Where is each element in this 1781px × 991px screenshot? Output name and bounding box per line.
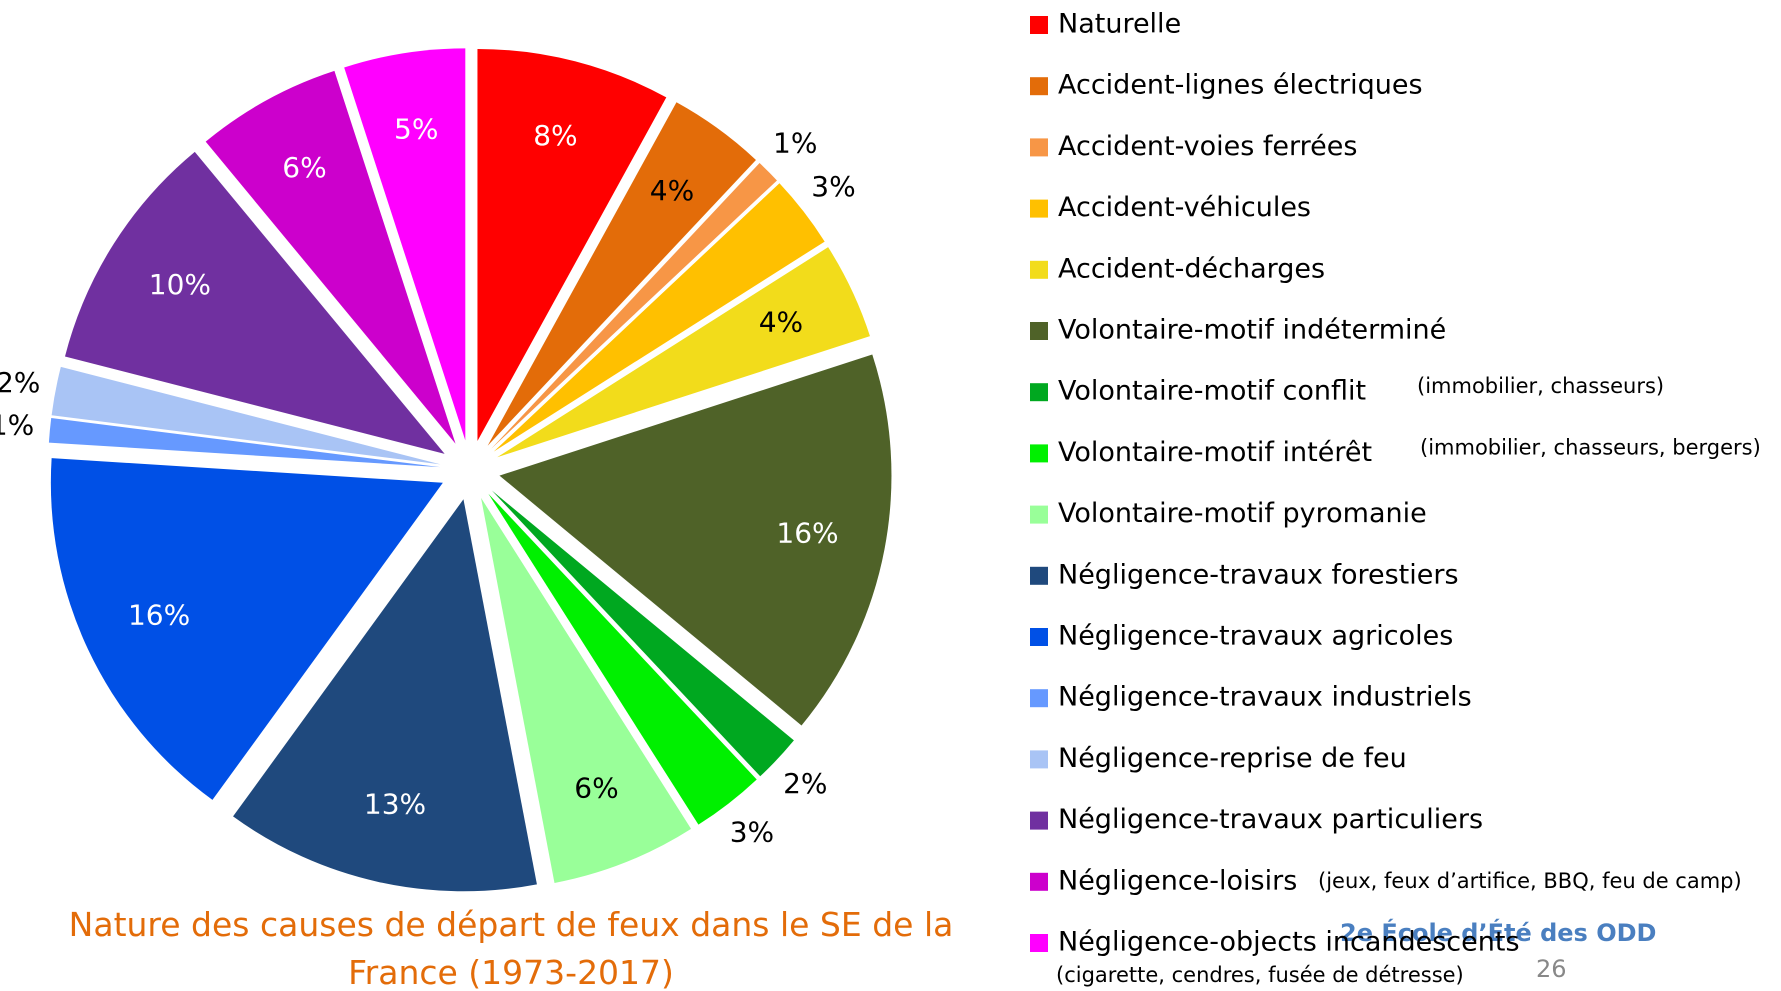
data-label: 10% [149, 268, 211, 301]
legend-swatch [1030, 16, 1048, 34]
data-label: 1% [773, 127, 817, 160]
pie-slice [499, 354, 892, 726]
legend-note: (immobilier, chasseurs) [1417, 374, 1664, 398]
data-label: 13% [364, 787, 426, 820]
legend-label: Négligence-travaux agricoles [1058, 621, 1453, 652]
legend-label: Volontaire-motif indéterminé [1058, 315, 1446, 346]
legend-label: Volontaire-motif pyromanie [1058, 498, 1427, 529]
legend-swatch [1030, 566, 1048, 585]
legend-label: Négligence-objects incandescents [1058, 927, 1520, 958]
data-label: 5% [394, 113, 438, 146]
legend-label: Volontaire-motif intérêt [1058, 437, 1372, 468]
legend-label: Négligence-travaux particuliers [1058, 804, 1483, 835]
legend-swatch [1030, 444, 1048, 463]
data-label: 8% [533, 119, 577, 152]
data-label: 3% [730, 815, 774, 848]
data-label: 2% [0, 366, 40, 399]
legend-note: (cigarette, cendres, fusée de détresse) [1056, 963, 1464, 987]
legend-label: Négligence-travaux forestiers [1058, 559, 1459, 590]
legend-swatch [1030, 383, 1048, 402]
page-number: 26 [1536, 955, 1567, 983]
pie-slice [51, 366, 441, 465]
legend-swatch [1030, 138, 1048, 157]
pie-slice [64, 151, 445, 454]
legend-swatch [1030, 199, 1048, 218]
pie-slice [481, 497, 692, 883]
legend-label: Négligence-reprise de feu [1058, 743, 1407, 774]
legend-swatch [1030, 628, 1048, 646]
pie-slice [491, 490, 794, 777]
legend-label: Négligence-travaux industriels [1058, 682, 1472, 713]
chart-title: Nature des causes de départ de feux dans… [69, 905, 954, 991]
pie-slice [491, 163, 777, 449]
legend-label: Accident-voies ferrées [1058, 131, 1357, 162]
data-label: 2% [783, 767, 827, 800]
data-label: 16% [128, 598, 190, 631]
legend-note: (immobilier, chasseurs, bergers) [1420, 435, 1761, 459]
legend-label: Négligence-loisirs [1058, 865, 1297, 896]
legend-swatch [1030, 750, 1048, 769]
legend-swatch [1030, 77, 1048, 96]
data-label: 6% [574, 771, 618, 804]
legend-swatch [1030, 934, 1048, 952]
data-label: 1% [0, 409, 34, 442]
data-label: 6% [282, 151, 326, 184]
data-label: 16% [776, 516, 838, 549]
pie-slice [344, 48, 466, 441]
legend-label: Accident-décharges [1058, 253, 1325, 284]
pie-slice [233, 499, 537, 892]
pie-slice [497, 247, 870, 458]
data-label: 3% [811, 170, 855, 203]
pie-slice [48, 418, 441, 468]
legend-label: Volontaire-motif conflit [1058, 376, 1366, 407]
legend-label: Accident-véhicules [1058, 192, 1311, 223]
legend-swatch [1030, 322, 1048, 340]
legend-label: Accident-lignes électriques [1058, 70, 1423, 101]
pie-slice [488, 493, 757, 825]
data-label: 4% [650, 174, 694, 207]
legend-label: Naturelle [1058, 9, 1181, 40]
legend-swatch [1030, 872, 1048, 891]
footer-logo: 2e École d’Été des ODD [1340, 918, 1656, 947]
pie-slice [487, 102, 756, 446]
pie-slice [477, 48, 667, 441]
legend-swatch [1030, 689, 1048, 708]
pie-slice [205, 70, 456, 444]
pie-slice [493, 183, 825, 452]
legend-swatch [1030, 811, 1048, 830]
legend-note: (jeux, feux d’artifice, BBQ, feu de camp… [1318, 869, 1742, 893]
data-label: 4% [759, 306, 803, 339]
legend-swatch [1030, 505, 1048, 524]
legend-swatch [1030, 260, 1048, 279]
pie-slice [50, 458, 443, 800]
